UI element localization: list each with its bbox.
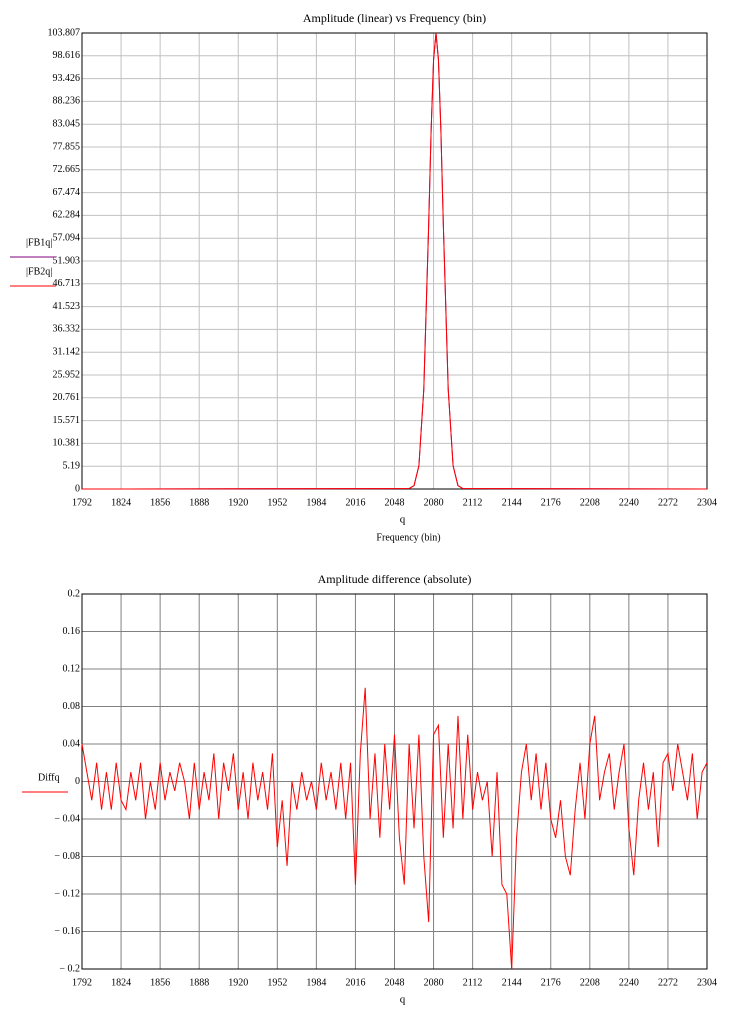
x-tick-label: 2240 (619, 497, 639, 508)
x-tick-label: 1792 (72, 977, 92, 988)
x-tick-label: 2080 (424, 497, 444, 508)
y-tick-label: − 0.16 (54, 926, 80, 937)
x-tick-label: 1888 (189, 977, 209, 988)
x-tick-label: 1984 (306, 497, 326, 508)
x-tick-label: 2112 (463, 977, 483, 988)
y-tick-label: 62.284 (53, 210, 81, 221)
x-tick-label: 1920 (228, 497, 248, 508)
x-tick-label: 2016 (345, 977, 365, 988)
x-tick-label: 2144 (502, 497, 522, 508)
legend-label: Diffq (38, 772, 59, 783)
y-tick-label: 93.426 (53, 73, 81, 84)
x-tick-label: 2048 (385, 497, 405, 508)
x-tick-label: 1792 (72, 497, 92, 508)
series-line (81, 687, 708, 970)
y-tick-label: 72.665 (53, 164, 81, 175)
x-tick-label: 2144 (502, 977, 522, 988)
x-tick-label: 1856 (150, 497, 170, 508)
x-tick-label: 1952 (267, 497, 287, 508)
y-tick-label: 20.761 (53, 392, 81, 403)
y-tick-label: 57.094 (53, 232, 81, 243)
y-tick-label: 51.903 (53, 255, 81, 266)
y-tick-label: 0 (75, 483, 80, 494)
x-tick-label: 2208 (580, 977, 600, 988)
x-variable: q (400, 514, 406, 526)
x-tick-label: 2304 (697, 497, 717, 508)
x-tick-label: 2272 (658, 977, 678, 988)
y-tick-label: 77.855 (53, 141, 81, 152)
x-tick-label: 1856 (150, 977, 170, 988)
x-tick-label: 2112 (463, 497, 483, 508)
x-tick-label: 1952 (267, 977, 287, 988)
y-tick-label: 67.474 (53, 187, 81, 198)
y-tick-label: 36.332 (53, 324, 81, 335)
y-tick-label: 0.12 (63, 663, 81, 674)
y-tick-label: 15.571 (53, 415, 81, 426)
x-tick-label: 2016 (345, 497, 365, 508)
y-tick-label: 46.713 (53, 278, 81, 289)
y-tick-label: − 0.04 (54, 813, 80, 824)
y-tick-label: 31.142 (53, 346, 81, 357)
y-tick-label: 0 (75, 776, 80, 787)
plot-frame (81, 593, 708, 970)
y-tick-label: 25.952 (53, 369, 81, 380)
y-tick-label: 5.19 (63, 460, 81, 471)
y-tick-label: 98.616 (53, 50, 81, 61)
y-tick-label: 0.08 (63, 701, 81, 712)
x-tick-label: 1824 (111, 497, 131, 508)
x-variable: q (400, 994, 406, 1006)
y-tick-label: − 0.12 (54, 888, 80, 899)
chart-title: Amplitude difference (absolute) (318, 572, 472, 586)
y-tick-label: 0.2 (68, 588, 81, 599)
x-tick-label: 1888 (189, 497, 209, 508)
legend-label: |FB1q| (26, 237, 52, 248)
x-tick-label: 2272 (658, 497, 678, 508)
x-tick-label: 2176 (541, 977, 561, 988)
y-tick-label: 88.236 (53, 96, 81, 107)
chart-title: Amplitude (linear) vs Frequency (bin) (303, 11, 486, 25)
x-tick-label: 1824 (111, 977, 131, 988)
x-tick-label: 2240 (619, 977, 639, 988)
x-tick-label: 1920 (228, 977, 248, 988)
legend-label: |FB2q| (26, 266, 52, 277)
y-tick-label: 0.04 (63, 738, 81, 749)
y-tick-label: 83.045 (53, 118, 81, 129)
x-tick-label: 2080 (424, 977, 444, 988)
y-tick-label: 103.807 (48, 27, 81, 38)
x-tick-label: 2304 (697, 977, 717, 988)
x-tick-label: 2176 (541, 497, 561, 508)
x-tick-label: 2208 (580, 497, 600, 508)
x-axis-label: Frequency (bin) (376, 532, 440, 543)
y-tick-label: 10.381 (53, 438, 81, 449)
series-line (81, 32, 708, 490)
y-tick-label: 0.16 (63, 626, 81, 637)
y-tick-label: − 0.2 (59, 963, 80, 974)
y-tick-label: 41.523 (53, 301, 81, 312)
y-tick-label: − 0.08 (54, 851, 80, 862)
x-tick-label: 1984 (306, 977, 326, 988)
x-tick-label: 2048 (385, 977, 405, 988)
